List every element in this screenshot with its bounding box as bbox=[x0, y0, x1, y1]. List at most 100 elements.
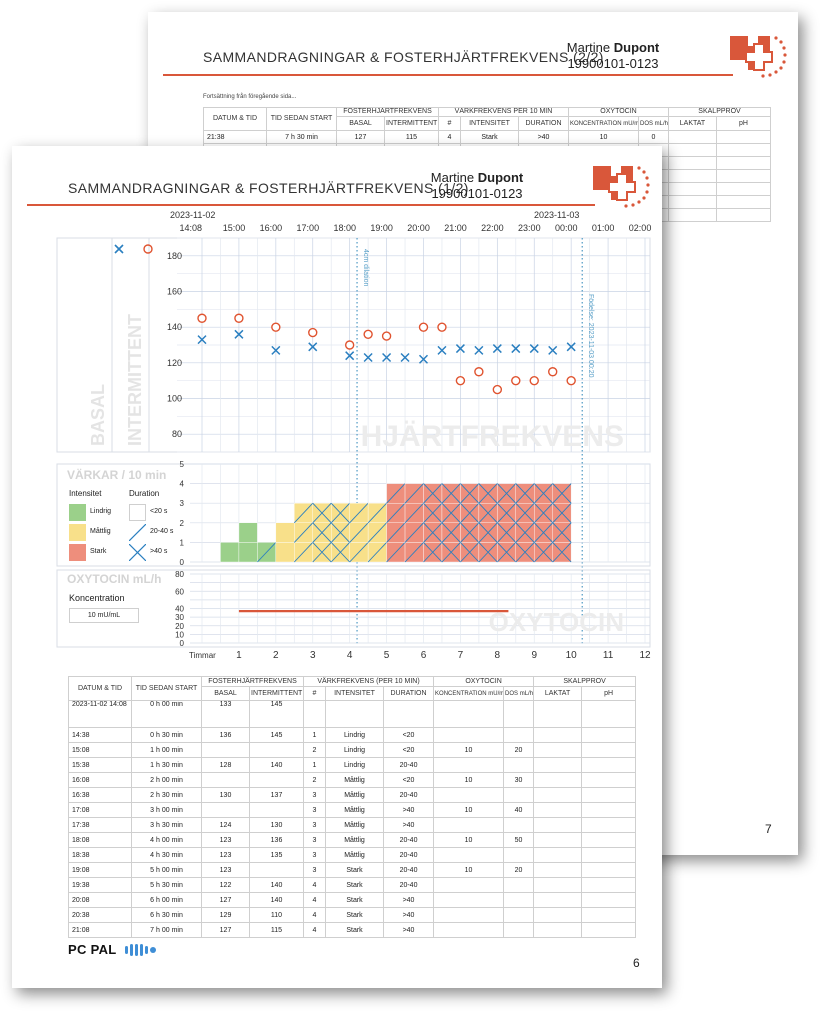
intermittent-point bbox=[455, 375, 466, 386]
legend-medium-swatch bbox=[129, 524, 146, 541]
oxytocin-ytick-label: 60 bbox=[175, 587, 184, 596]
cell-duration bbox=[382, 700, 435, 728]
contraction-duration-mark bbox=[478, 522, 498, 543]
cell-since: 2 h 30 min bbox=[131, 787, 202, 803]
cell-num: 4 bbox=[303, 892, 326, 908]
report-page-6: SAMMANDRAGNINGAR & FOSTERHJÄRTFREKVENS (… bbox=[12, 146, 662, 988]
contractions-ytick-label: 5 bbox=[180, 460, 185, 469]
contraction-duration-mark bbox=[515, 542, 535, 563]
cell-basal: 124 bbox=[201, 817, 250, 833]
contraction-duration-mark bbox=[497, 522, 517, 543]
cell-lactate bbox=[533, 877, 583, 893]
contraction-duration-mark bbox=[349, 522, 369, 543]
col-dose: DOS mL/h bbox=[503, 686, 535, 701]
concentration-value: 10 mU/mL bbox=[87, 612, 121, 619]
cell-basal: 127 bbox=[201, 922, 250, 938]
cell-intensity: Stark bbox=[325, 907, 384, 923]
contraction-duration-mark bbox=[552, 483, 572, 504]
contraction-duration-mark bbox=[349, 502, 369, 524]
basal-point bbox=[474, 345, 484, 355]
cell-conc bbox=[433, 787, 505, 803]
cell-date: 17:08 bbox=[68, 802, 132, 818]
cell-dose bbox=[503, 817, 535, 833]
cell-duration: >40 bbox=[382, 802, 435, 818]
cell-duration: 20-40 bbox=[382, 877, 435, 893]
contraction-cell bbox=[238, 522, 258, 543]
cell-dose: 40 bbox=[503, 802, 535, 818]
contraction-duration-mark bbox=[497, 502, 517, 524]
time-tick-label: 15:00 bbox=[223, 223, 246, 233]
page-title: SAMMANDRAGNINGAR & FOSTERHJÄRTFREKVENS (… bbox=[203, 49, 604, 65]
contraction-duration-mark bbox=[293, 502, 314, 524]
cell-ph bbox=[581, 892, 637, 908]
fhr-plot bbox=[197, 313, 576, 395]
time-tick-label: 22:00 bbox=[481, 223, 504, 233]
contraction-duration-mark bbox=[386, 502, 406, 524]
cell-intermittent: 115 bbox=[249, 922, 304, 938]
table-row: 18:38 4 h 30 min 123 135 3 Måttlig 20-40 bbox=[68, 847, 637, 863]
contraction-cell bbox=[275, 542, 295, 563]
cell-num: 2 bbox=[303, 742, 326, 758]
cell-intermittent: 110 bbox=[249, 907, 304, 923]
cell-since: 0 h 00 min bbox=[131, 700, 202, 728]
legend-stark-swatch bbox=[69, 544, 86, 561]
cell-basal bbox=[201, 802, 250, 818]
oxytocin-ytick-label: 20 bbox=[175, 622, 184, 631]
col-oxytocin-group: OXYTOCIN bbox=[568, 107, 669, 117]
cell-conc: 10 bbox=[433, 802, 505, 818]
cell-intermittent: 137 bbox=[249, 787, 304, 803]
patient-last-name: Dupont bbox=[477, 170, 524, 185]
contraction-duration-mark bbox=[293, 522, 314, 543]
time-tick-label: 19:00 bbox=[370, 223, 393, 233]
col-fhr-group: FOSTERHJÄRTFREKVENS bbox=[336, 107, 439, 117]
cell-ph bbox=[581, 787, 637, 803]
basal-point bbox=[271, 345, 281, 355]
table-row: 19:08 5 h 00 min 123 3 Stark 20-40 10 20 bbox=[68, 862, 637, 878]
cell-ph bbox=[581, 727, 637, 743]
contraction-duration-mark bbox=[386, 483, 406, 504]
contractions-title: VÄRKAR / 10 min bbox=[67, 467, 166, 482]
col-ph: pH bbox=[581, 686, 637, 701]
page-title: SAMMANDRAGNINGAR & FOSTERHJÄRTFREKVENS (… bbox=[68, 180, 469, 196]
cell-lactate bbox=[533, 817, 583, 833]
oxytocin-watermark: OXYTOCIN bbox=[489, 607, 624, 637]
col-scalp-group: SKALPPROV bbox=[667, 107, 772, 117]
contraction-duration-mark bbox=[497, 483, 517, 504]
basal-point bbox=[566, 342, 576, 352]
cell-conc bbox=[433, 817, 505, 833]
cell-intensity: Stark bbox=[325, 862, 384, 878]
cell-duration: <20 bbox=[382, 772, 435, 788]
cell-duration: <20 bbox=[382, 742, 435, 758]
contraction-duration-mark bbox=[349, 542, 369, 563]
cell-lactate bbox=[533, 862, 583, 878]
contraction-duration-mark bbox=[404, 542, 424, 563]
cell-date: 15:38 bbox=[68, 757, 132, 773]
contractions-plot bbox=[220, 483, 572, 563]
cell-conc bbox=[433, 757, 505, 773]
cell-ph bbox=[581, 700, 637, 728]
fhr-ytick-label: 80 bbox=[172, 429, 182, 439]
contractions-ytick-label: 2 bbox=[180, 519, 185, 528]
cell-date: 18:38 bbox=[68, 847, 132, 863]
cell-date: 21:08 bbox=[68, 922, 132, 938]
hours-tick-label: 8 bbox=[495, 650, 501, 661]
contractions-ytick-label: 3 bbox=[180, 499, 185, 508]
cell-ph bbox=[581, 847, 637, 863]
cell-lactate bbox=[533, 727, 583, 743]
cell-intermittent bbox=[249, 802, 304, 818]
cell-dose: 0 bbox=[638, 130, 669, 144]
contraction-duration-mark bbox=[552, 542, 572, 563]
contraction-duration-mark bbox=[552, 502, 572, 524]
cell-since: 5 h 30 min bbox=[131, 877, 202, 893]
basal-point bbox=[234, 329, 244, 339]
oxytocin-ytick-label: 10 bbox=[175, 630, 184, 639]
cell-since: 6 h 30 min bbox=[131, 907, 202, 923]
cell-conc bbox=[433, 907, 505, 923]
cell-since: 4 h 00 min bbox=[131, 832, 202, 848]
contraction-duration-mark bbox=[460, 483, 480, 504]
contraction-duration-mark bbox=[441, 522, 461, 543]
hours-tick-label: 2 bbox=[273, 650, 279, 661]
contraction-duration-mark bbox=[515, 483, 535, 504]
contraction-duration-mark bbox=[552, 522, 572, 543]
table-row: 17:08 3 h 00 min 3 Måttlig >40 10 40 bbox=[68, 802, 637, 818]
